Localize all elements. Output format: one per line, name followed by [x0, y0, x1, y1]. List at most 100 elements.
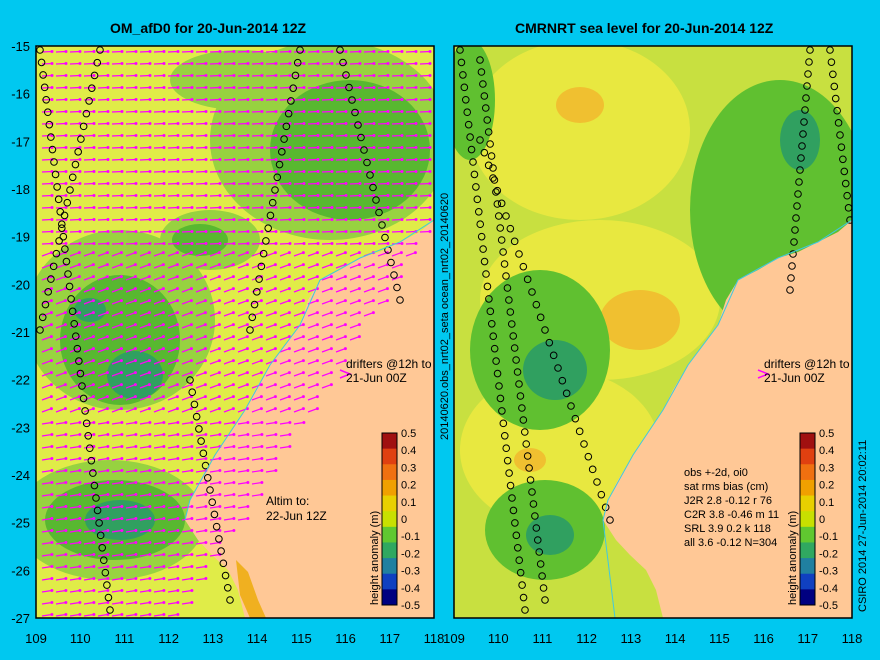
wind-vector-head [190, 134, 194, 138]
wind-vector-head [358, 86, 362, 90]
wind-vector-head [358, 170, 362, 174]
wind-vector [181, 396, 192, 401]
wind-vector-head [204, 110, 208, 114]
wind-vector-head [106, 158, 110, 162]
altimeter-obs [255, 275, 263, 283]
wind-vector [111, 288, 122, 293]
wind-vector [223, 505, 234, 509]
wind-vector-head [92, 122, 96, 126]
wind-vector [139, 541, 150, 545]
wind-vector-head [106, 469, 110, 473]
wind-vector-head [64, 541, 68, 545]
wind-vector-head [203, 323, 207, 327]
wind-vector-head [287, 251, 291, 255]
wind-vector-head [162, 421, 166, 425]
wind-vector-head [190, 517, 194, 521]
wind-vector-head [344, 242, 348, 246]
wind-vector [335, 276, 346, 281]
wind-vector-head [161, 407, 165, 411]
wind-vector-head [330, 170, 334, 174]
wind-vector [209, 348, 220, 353]
wind-vector [153, 324, 164, 329]
wind-vector-head [316, 74, 320, 78]
wind-vector-head [232, 110, 236, 114]
wind-vector-head [190, 433, 194, 437]
wind-vector [181, 276, 192, 281]
wind-vector-head [134, 134, 138, 138]
wind-vector-head [92, 98, 96, 102]
wind-vector [265, 336, 276, 341]
wind-vector [83, 457, 94, 461]
wind-vector [279, 372, 290, 377]
wind-vector-head [50, 457, 54, 461]
altimeter-obs [513, 368, 522, 376]
wind-vector-head [176, 230, 180, 234]
altimeter-obs [520, 428, 529, 436]
altimeter-obs [106, 606, 114, 614]
wind-vector [181, 252, 192, 257]
altimeter-obs [78, 382, 86, 390]
wind-vector-head [217, 311, 221, 315]
wind-vector [237, 421, 248, 425]
wind-vector [209, 469, 220, 473]
wind-vector-head [428, 218, 432, 222]
wind-vector-head [190, 589, 194, 593]
wind-vector-head [231, 347, 235, 351]
wind-vector [363, 300, 374, 305]
wind-vector-head [399, 263, 403, 267]
wind-vector [307, 348, 318, 353]
altimeter-obs [538, 572, 546, 580]
altimeter-obs [588, 465, 597, 474]
altimeter-obs [497, 199, 506, 208]
wind-vector-head [274, 182, 278, 186]
wind-vector [321, 252, 332, 257]
wind-vector-head [119, 395, 123, 399]
wind-vector-head [260, 110, 264, 114]
wind-vector [181, 372, 192, 377]
wind-vector-head [133, 335, 137, 339]
wind-vector-head [288, 230, 292, 234]
wind-vector-head [162, 206, 166, 210]
wind-vector [405, 252, 416, 257]
wind-vector [153, 372, 164, 377]
altimeter-obs [795, 178, 803, 186]
wind-vector-head [162, 553, 166, 557]
wind-vector [223, 252, 234, 257]
wind-vector-head [92, 505, 96, 509]
altimeter-obs [282, 122, 291, 131]
wind-vector-head [371, 275, 375, 279]
wind-vector [153, 481, 164, 485]
wind-vector-head [232, 50, 236, 54]
altimeter-obs [203, 473, 212, 482]
wind-vector-head [106, 182, 110, 186]
wind-vector-head [106, 170, 110, 174]
wind-vector [125, 433, 136, 437]
wind-vector-head [386, 230, 390, 234]
altimeter-obs [797, 154, 805, 162]
wind-vector-head [316, 182, 320, 186]
wind-vector-head [259, 287, 263, 291]
wind-vector [111, 300, 122, 305]
wind-vector [195, 312, 206, 317]
wind-vector [97, 336, 108, 341]
wind-vector [349, 300, 360, 305]
wind-vector [83, 541, 94, 545]
wind-vector-head [218, 218, 222, 222]
altimeter-obs [61, 245, 69, 253]
wind-vector-head [232, 457, 236, 461]
wind-vector [293, 360, 304, 365]
wind-vector-head [92, 517, 96, 521]
wind-vector [41, 493, 52, 497]
altimeter-obs [496, 224, 505, 232]
wind-vector-head [218, 481, 222, 485]
wind-vector-head [246, 230, 250, 234]
altimeter-obs [539, 584, 548, 592]
wind-vector [111, 577, 122, 581]
wind-vector [111, 396, 122, 401]
wind-vector [139, 433, 150, 437]
wind-vector-head [218, 517, 222, 521]
wind-vector [223, 264, 234, 269]
wind-vector [265, 288, 276, 293]
wind-vector [279, 396, 290, 401]
wind-vector-head [120, 98, 124, 102]
